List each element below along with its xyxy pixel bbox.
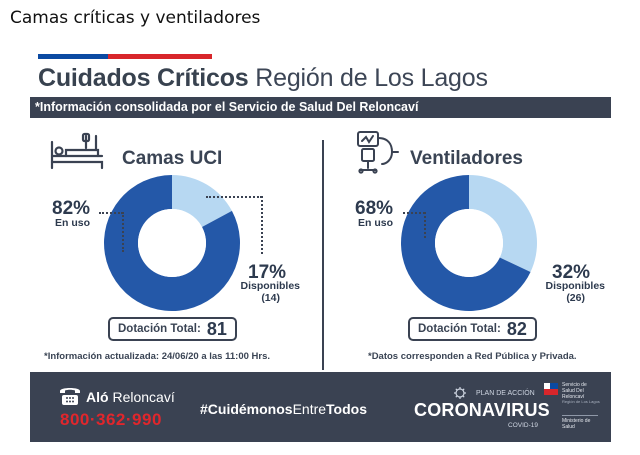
ventilators-donut-chart (401, 175, 537, 311)
ventilators-available-count: (26) (566, 292, 585, 304)
donut-slice-in-use (401, 175, 531, 311)
beds-available-percent: 17% (248, 262, 287, 283)
ventilators-in-use-label: En uso (358, 217, 394, 229)
title-rest: Región de Los Lagos (248, 64, 488, 92)
ventilators-in-use-leader-h (403, 212, 425, 214)
campaign-hashtag: #CuidémonosEntreTodos (200, 401, 367, 417)
beds-total-label: Dotación Total: (118, 323, 201, 335)
beds-available-label: Disponibles (240, 280, 300, 292)
gov-separator (562, 415, 598, 416)
flag-stripe-blue (38, 54, 108, 59)
phone-icon (60, 388, 80, 405)
government-service-text: Servicio de Salud Del Reloncaví Región d… (562, 382, 600, 405)
donut-slice-available (172, 175, 232, 227)
donut-slice-available (469, 175, 537, 272)
panel-divider (322, 140, 324, 370)
donut-hole (138, 209, 206, 277)
gov-ministry-2: Salud (562, 423, 575, 430)
ventilators-available-percent: 32% (552, 262, 591, 283)
hospital-bed-icon (50, 132, 104, 170)
infographic-title: Cuidados Críticos Región de Los Lagos (38, 64, 488, 93)
beds-in-use-leader-v (122, 212, 124, 252)
info-banner: *Información consolidada por el Servicio… (30, 97, 611, 118)
ventilators-in-use-leader-v (424, 212, 426, 238)
ventilators-section-title: Ventiladores (410, 148, 523, 169)
ventilators-total-box: Dotación Total: 82 (408, 317, 537, 341)
beds-in-use-label: En uso (55, 217, 91, 229)
government-seal-icon (544, 383, 558, 395)
footer-bar: Aló Reloncaví 800·362·990 #CuidémonosEnt… (30, 372, 611, 442)
hashtag-part-c: Todos (326, 401, 368, 417)
hotline-number: 800·362·990 (60, 410, 162, 429)
donut-slice-in-use (103, 175, 240, 311)
virus-icon (454, 387, 466, 399)
beds-section-title: Camas UCI (122, 148, 223, 169)
beds-available-count: (14) (261, 292, 280, 304)
ventilators-in-use-percent: 68% (355, 198, 394, 219)
ventilators-total-value: 82 (506, 318, 527, 339)
gov-line-1: Servicio de (562, 382, 587, 388)
government-ministry-text: Ministerio de Salud (562, 418, 591, 431)
donut-hole (435, 209, 503, 277)
ventilators-total-label: Dotación Total: (418, 323, 501, 335)
beds-in-use-percent: 82% (52, 198, 91, 219)
covid-label: COVID-19 (508, 422, 538, 429)
network-note: *Datos corresponden a Red Pública y Priv… (368, 351, 577, 362)
beds-in-use-leader-h (99, 212, 123, 214)
gov-ministry-1: Ministerio de (562, 418, 591, 424)
ventilators-available-label: Disponibles (545, 280, 605, 292)
hotline-name-rest: Reloncaví (108, 389, 175, 405)
beds-available-leader-v (261, 196, 263, 254)
ventilator-icon (357, 131, 399, 174)
beds-donut-chart (103, 175, 240, 311)
plan-label: PLAN DE ACCIÓN (476, 390, 535, 397)
beds-total-value: 81 (206, 318, 227, 339)
gov-line-2: Salud Del (562, 387, 584, 394)
gov-line-3: Reloncaví (562, 393, 585, 400)
hashtag-part-b: Entre (292, 401, 327, 417)
hotline-name-bold: Aló (86, 389, 109, 405)
hashtag-part-a: #Cuidémonos (200, 401, 293, 417)
update-note: *Información actualizada: 24/06/20 a las… (44, 351, 271, 362)
gov-region: Región de Los Lagos (562, 399, 600, 405)
beds-available-leader-h (206, 196, 262, 198)
coronavirus-label: CORONAVIRUS (414, 400, 550, 420)
title-bold: Cuidados Críticos (38, 64, 249, 92)
government-logo: Servicio de Salud Del Reloncaví Región d… (542, 381, 604, 435)
beds-total-box: Dotación Total: 81 (108, 317, 237, 341)
hotline-name: Aló Reloncaví (86, 389, 175, 405)
image-caption: Camas críticas y ventiladores (10, 8, 261, 28)
flag-stripe-red (108, 54, 212, 59)
